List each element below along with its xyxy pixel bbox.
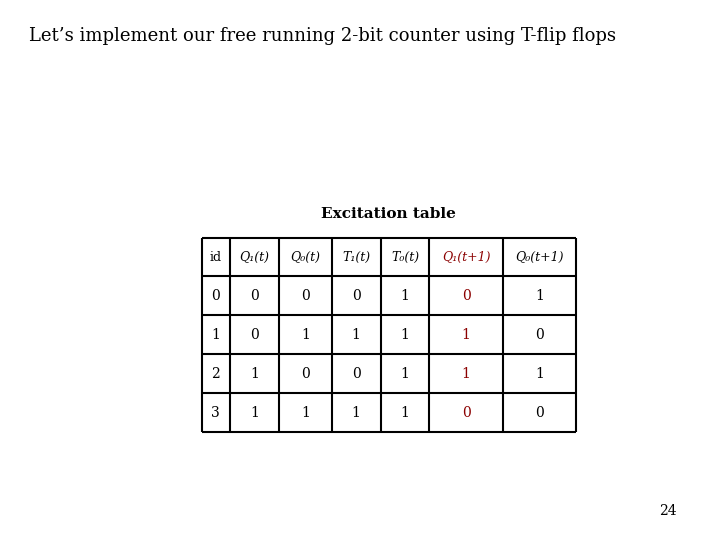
Text: 1: 1 <box>462 328 471 342</box>
Text: 1: 1 <box>301 328 310 342</box>
Text: 1: 1 <box>212 328 220 342</box>
Text: 1: 1 <box>250 367 259 381</box>
Text: T₁(t): T₁(t) <box>342 251 370 264</box>
Text: Q₁(t): Q₁(t) <box>240 251 269 264</box>
Text: 1: 1 <box>301 406 310 420</box>
Text: 0: 0 <box>535 406 544 420</box>
Text: 0: 0 <box>212 289 220 303</box>
Text: 1: 1 <box>535 367 544 381</box>
Bar <box>202 238 576 432</box>
Text: 1: 1 <box>352 328 361 342</box>
Text: 0: 0 <box>250 328 259 342</box>
Text: Q₁(t+1): Q₁(t+1) <box>442 251 490 264</box>
Text: 1: 1 <box>400 406 410 420</box>
Text: 0: 0 <box>301 289 310 303</box>
Text: 0: 0 <box>301 367 310 381</box>
Text: 1: 1 <box>400 289 410 303</box>
Text: 2: 2 <box>212 367 220 381</box>
Text: 1: 1 <box>352 406 361 420</box>
Text: T₀(t): T₀(t) <box>391 251 419 264</box>
Text: 0: 0 <box>462 289 470 303</box>
Text: 1: 1 <box>535 289 544 303</box>
Text: 24: 24 <box>660 504 677 518</box>
Text: 1: 1 <box>400 328 410 342</box>
Text: 0: 0 <box>462 406 470 420</box>
Text: 1: 1 <box>462 367 471 381</box>
Text: 3: 3 <box>212 406 220 420</box>
Text: 0: 0 <box>352 367 361 381</box>
Text: 1: 1 <box>400 367 410 381</box>
Text: Let’s implement our free running 2-bit counter using T-flip flops: Let’s implement our free running 2-bit c… <box>29 27 616 45</box>
Text: 0: 0 <box>250 289 259 303</box>
Text: Q₀(t+1): Q₀(t+1) <box>515 251 564 264</box>
Text: Q₀(t): Q₀(t) <box>290 251 320 264</box>
Text: 1: 1 <box>250 406 259 420</box>
Text: id: id <box>210 251 222 264</box>
Text: Excitation table: Excitation table <box>321 207 456 221</box>
Text: 0: 0 <box>352 289 361 303</box>
Text: 0: 0 <box>535 328 544 342</box>
